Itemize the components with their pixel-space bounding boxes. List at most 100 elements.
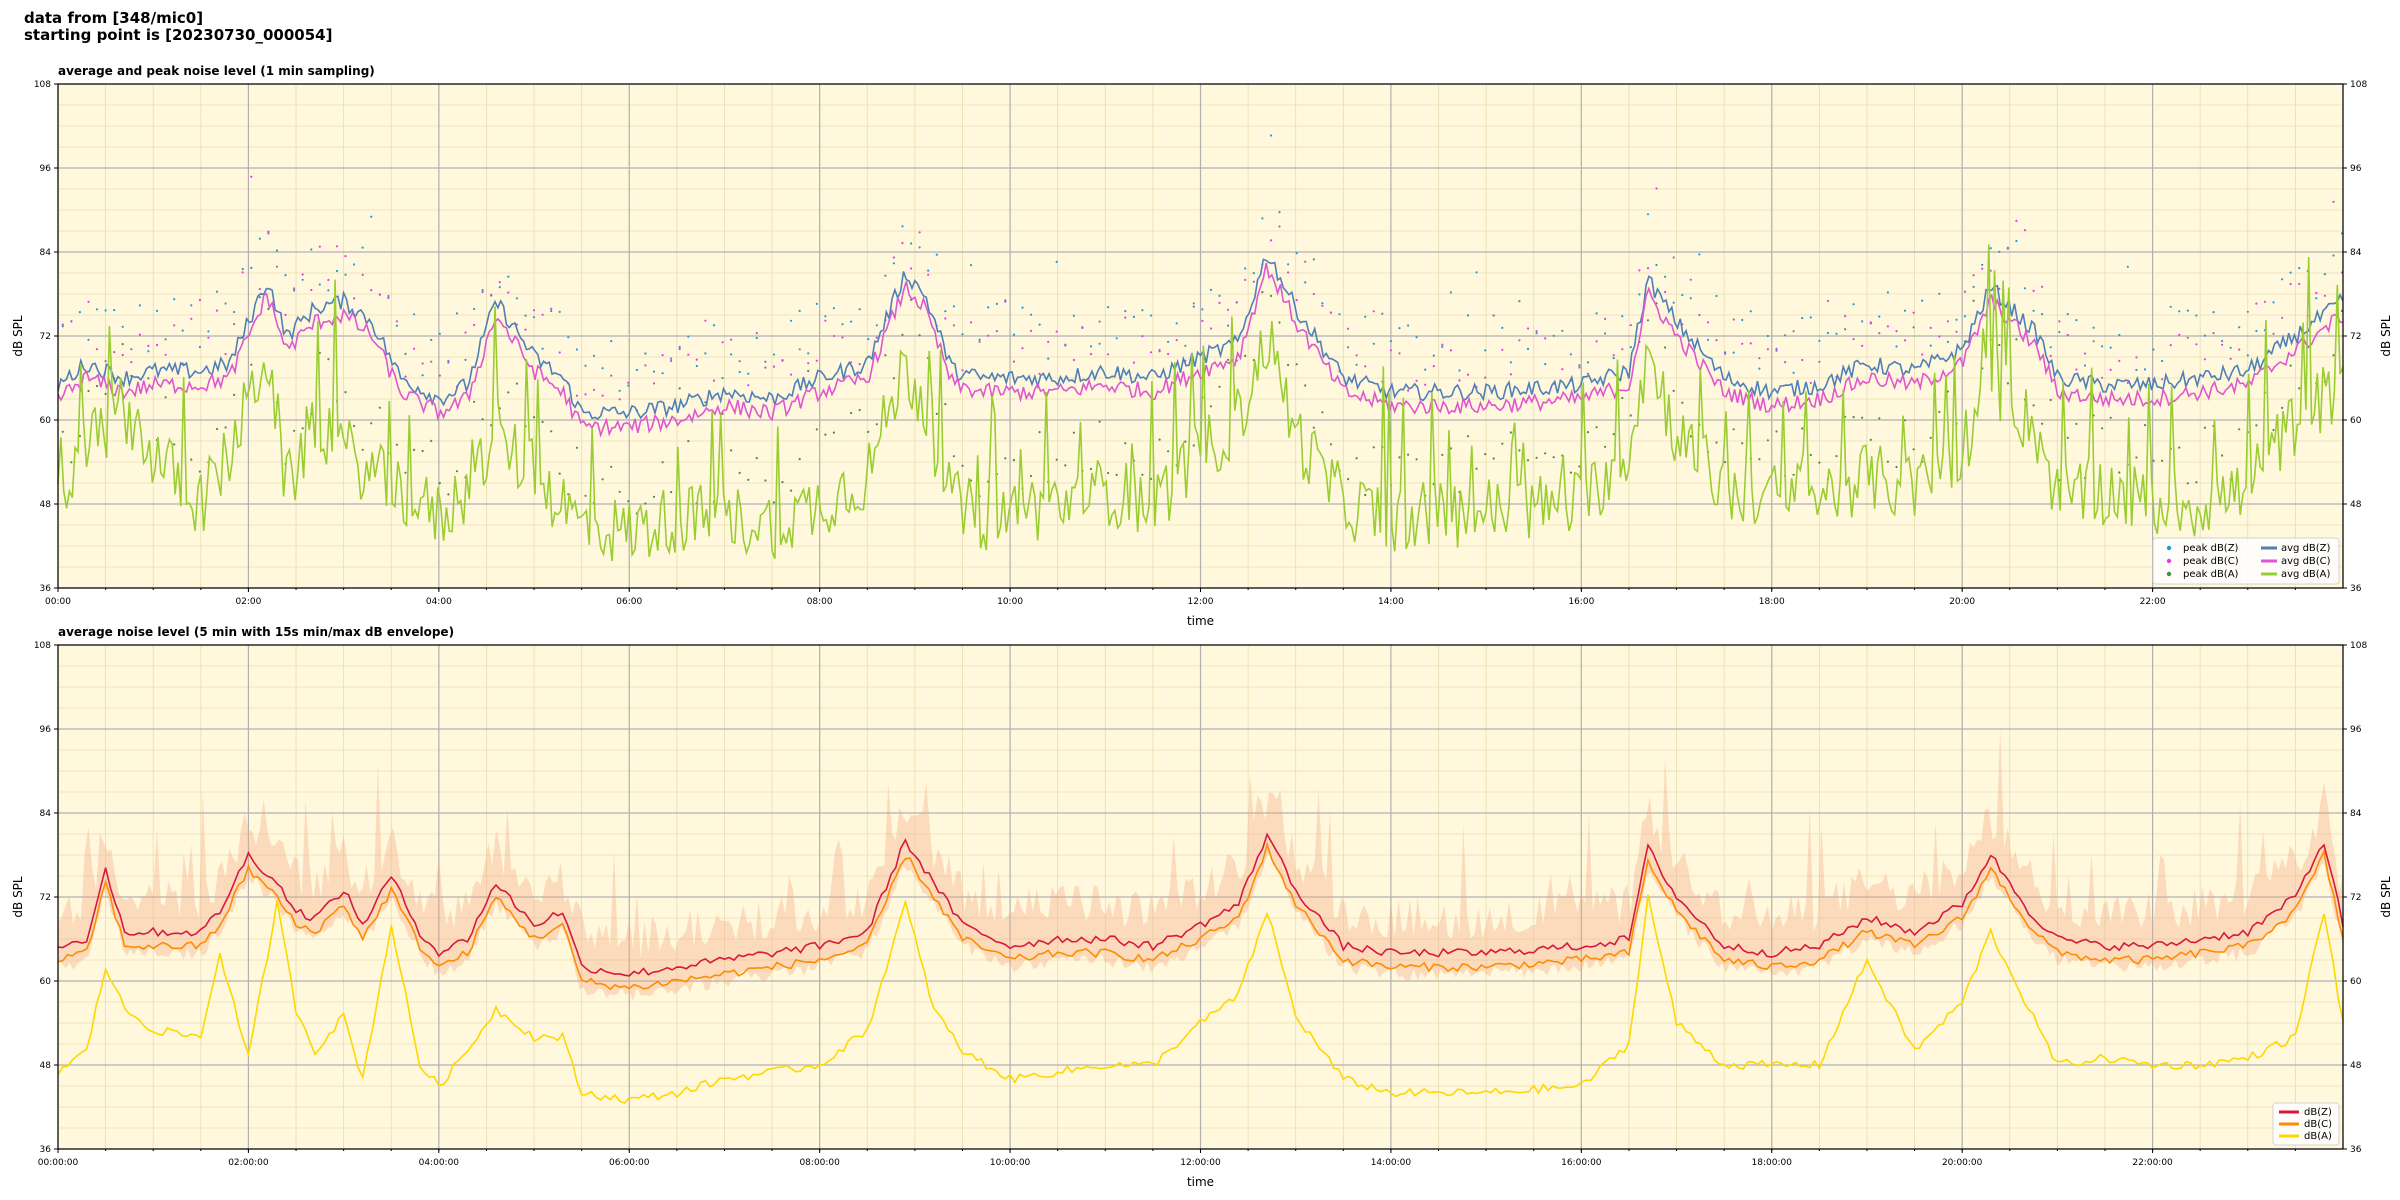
peak-point — [173, 443, 176, 446]
peak-point — [798, 458, 801, 461]
peak-point — [1072, 431, 1075, 434]
peak-point — [1535, 332, 1538, 335]
peak-point — [1621, 315, 1624, 318]
peak-point — [1886, 291, 1889, 294]
peak-point — [241, 267, 244, 271]
peak-point — [764, 360, 767, 363]
y-tick-label-right: 48 — [2350, 500, 2362, 510]
peak-point — [2023, 287, 2027, 290]
x-tick-label: 10:00 — [997, 597, 1023, 607]
peak-point — [1218, 385, 1221, 388]
legend-marker — [2166, 558, 2172, 564]
peak-point — [1252, 280, 1255, 283]
peak-point — [2255, 424, 2258, 427]
peak-point — [1389, 340, 1392, 343]
peak-point — [2169, 305, 2172, 308]
y-tick-label: 72 — [40, 893, 51, 903]
peak-point — [1595, 426, 1598, 429]
peak-point — [738, 360, 741, 363]
peak-point — [1038, 431, 1041, 434]
x-tick-label: 02:00:00 — [228, 1158, 269, 1168]
peak-point — [1509, 373, 1512, 376]
y-tick-label: 108 — [34, 80, 51, 90]
peak-point — [1869, 321, 1872, 324]
peak-point — [755, 457, 758, 460]
peak-point — [1398, 327, 1401, 330]
peak-point — [1141, 473, 1144, 476]
peak-point — [550, 307, 553, 310]
peak-point — [275, 249, 279, 252]
peak-point — [1261, 291, 1264, 294]
peak-point — [1895, 465, 1898, 469]
peak-point — [344, 255, 347, 258]
x-tick-label: 16:00 — [1568, 597, 1594, 607]
peak-point — [1775, 349, 1778, 352]
peak-point — [95, 348, 99, 351]
peak-point — [250, 266, 253, 269]
peak-point — [1938, 335, 1941, 338]
peak-point — [952, 455, 956, 458]
peak-point — [1124, 316, 1127, 319]
peak-point — [1672, 389, 1675, 392]
peak-point — [1792, 473, 1795, 476]
peak-point — [267, 230, 270, 233]
peak-point — [567, 336, 570, 339]
peak-point — [1278, 211, 1281, 214]
peak-point — [2272, 301, 2275, 304]
peak-point — [498, 281, 501, 284]
peak-point — [473, 307, 476, 311]
x-tick-label: 14:00:00 — [1371, 1158, 1412, 1168]
peak-point — [935, 412, 938, 415]
peak-point — [1689, 435, 1692, 438]
x-tick-label: 00:00 — [45, 597, 71, 607]
peak-point — [601, 478, 604, 481]
peak-point — [2186, 482, 2189, 485]
peak-point — [644, 352, 647, 355]
peak-point — [1012, 360, 1016, 363]
peak-point — [1372, 446, 1375, 449]
peak-point — [721, 341, 724, 344]
peak-point — [772, 501, 776, 504]
peak-point — [1938, 292, 1941, 295]
peak-point — [481, 418, 484, 421]
peak-point — [1903, 419, 1907, 422]
peak-point — [755, 336, 758, 340]
peak-point — [927, 273, 930, 276]
peak-point — [293, 289, 296, 292]
peak-point — [1955, 318, 1958, 321]
peak-point — [1629, 346, 1632, 349]
peak-point — [1364, 493, 1367, 497]
peak-point — [601, 367, 604, 370]
peak-point — [1338, 313, 1341, 316]
peak-point — [1167, 352, 1170, 356]
peak-point — [2041, 313, 2044, 316]
peak-point — [1912, 326, 1915, 329]
peak-point — [2178, 446, 2181, 449]
peak-point — [730, 353, 733, 356]
x-tick-label: 20:00 — [1949, 597, 1975, 607]
peak-point — [2289, 283, 2292, 286]
peak-point — [1175, 322, 1178, 325]
peak-point — [2058, 331, 2061, 334]
starting-point-label: starting point is [20230730_000054] — [24, 26, 333, 44]
peak-point — [1569, 353, 1572, 356]
peak-point — [1235, 301, 1238, 304]
x-tick-label: 20:00:00 — [1942, 1158, 1983, 1168]
legend-label: dB(Z) — [2304, 1107, 2332, 1118]
peak-point — [215, 427, 219, 431]
peak-point — [147, 377, 150, 380]
peak-point — [2281, 406, 2284, 409]
peak-point — [2049, 398, 2052, 402]
peak-point — [1963, 290, 1967, 293]
peak-point — [730, 449, 733, 452]
peak-point — [1809, 381, 1812, 384]
peak-point — [104, 360, 107, 363]
peak-point — [1192, 305, 1195, 308]
peak-point — [687, 440, 690, 443]
peak-point — [1586, 361, 1590, 364]
peak-point — [1364, 315, 1367, 318]
peak-point — [670, 491, 673, 494]
series-line-avgdbc — [57, 262, 2344, 438]
peak-point — [1209, 327, 1213, 330]
peak-point — [1844, 328, 1847, 331]
